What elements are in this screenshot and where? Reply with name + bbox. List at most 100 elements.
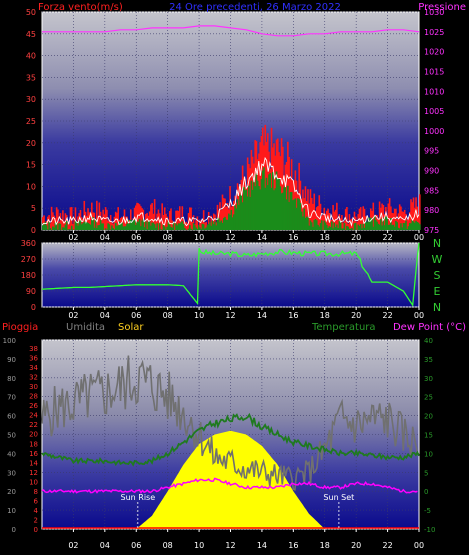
average-bar [310, 222, 313, 230]
average-bar [227, 213, 230, 230]
pressure-tick-label: 1005 [424, 107, 444, 116]
average-bar [255, 173, 258, 230]
average-bar [278, 178, 280, 230]
time-tick-label: 14 [257, 233, 267, 242]
average-bar [239, 195, 241, 230]
gust-bar [362, 206, 365, 230]
gust-bar [140, 206, 142, 230]
rain-tick-label: 30 [29, 383, 38, 391]
wind-tick-label: 0 [31, 226, 36, 235]
average-bar [47, 229, 49, 230]
gust-bar [161, 203, 163, 230]
average-bar [265, 177, 268, 230]
gust-bar [393, 208, 396, 230]
top-time-axis: 02 04 06 08 10 12 14 16 18 20 22 00 [68, 230, 424, 242]
average-bar [83, 221, 86, 230]
gust-bar [134, 205, 137, 230]
average-bar [400, 223, 402, 230]
average-bar [358, 225, 361, 230]
gust-bar [47, 216, 49, 230]
average-bar [43, 224, 45, 230]
compass-label: N [433, 237, 441, 250]
average-bar [380, 219, 382, 230]
average-bar [156, 223, 158, 230]
average-bar [327, 227, 329, 230]
average-bar [295, 207, 298, 230]
average-bar [206, 225, 209, 230]
average-bar [163, 226, 166, 230]
average-bar [249, 196, 251, 230]
average-bar [104, 228, 107, 230]
direction-axis-ticks: 0 90 180 270 360 [21, 239, 36, 312]
wind-grid [42, 11, 419, 231]
wind-tick-label: 5 [31, 204, 36, 213]
average-bar [127, 219, 130, 230]
gust-bar [383, 214, 386, 230]
gust-bar [80, 217, 83, 230]
temperature-tick-label: 10 [424, 450, 433, 458]
rain-tick-label: 18 [29, 440, 38, 448]
direction-series [41, 242, 420, 308]
gust-bar [391, 212, 393, 230]
gust-bar [122, 217, 125, 230]
average-bar [308, 225, 311, 230]
pressure-tick-label: 1020 [424, 48, 444, 57]
gust-bar [229, 186, 231, 230]
average-bar [75, 221, 78, 230]
humidity-tick-label: 50 [7, 432, 16, 440]
rain-tick-label: 22 [29, 421, 38, 429]
middle-time-axis: 02 04 06 08 10 12 14 16 18 20 22 00 [68, 307, 424, 320]
gust-bar [160, 221, 162, 230]
average-bar [307, 217, 309, 230]
gust-bar [185, 221, 187, 230]
gust-bar [192, 215, 195, 230]
gust-bar [309, 189, 312, 230]
gust-bar [216, 204, 219, 230]
average-bar [354, 222, 357, 230]
average-bar [158, 223, 161, 230]
average-bar [96, 227, 98, 230]
average-bar [138, 218, 141, 230]
average-bar [373, 215, 376, 230]
average-bar [251, 189, 254, 230]
gust-bar [204, 222, 206, 230]
gust-bar [411, 202, 414, 230]
average-bar [231, 217, 234, 230]
average-bar [180, 222, 182, 230]
gust-bar [246, 157, 249, 230]
gust-bar [372, 202, 375, 230]
average-bar [64, 224, 67, 230]
compass-label: N [433, 301, 441, 314]
wind-speed-line [41, 156, 420, 227]
gust-bar [106, 209, 108, 230]
gust-bar [410, 199, 412, 230]
average-bar [402, 223, 405, 230]
gust-bar [416, 206, 419, 230]
wind-tick-label: 35 [26, 73, 36, 82]
gust-bar [196, 216, 199, 230]
average-bar [419, 224, 421, 230]
gust-bar [126, 216, 128, 230]
wind-tick-label: 30 [26, 95, 36, 104]
gust-bar [168, 210, 171, 230]
gust-bar [68, 224, 70, 230]
gust-bar [226, 202, 229, 230]
wind-tick-label: 25 [26, 117, 36, 126]
gust-bar [342, 222, 344, 230]
average-bar [216, 217, 219, 230]
average-bar [217, 218, 220, 230]
wind-tick-label: 50 [26, 8, 36, 17]
average-bar [108, 224, 111, 230]
average-bar [182, 223, 185, 230]
time-tick-label: 00 [414, 541, 424, 550]
average-bar [294, 198, 297, 230]
gust-bar [304, 186, 307, 230]
average-bar [342, 228, 344, 230]
gust-bar [178, 206, 181, 230]
direction-tick-label: 360 [21, 239, 36, 248]
average-bar [207, 223, 210, 230]
gust-bar [378, 201, 381, 230]
wind-tick-label: 45 [26, 30, 36, 39]
average-bar [137, 221, 140, 230]
gust-bar [191, 221, 194, 230]
